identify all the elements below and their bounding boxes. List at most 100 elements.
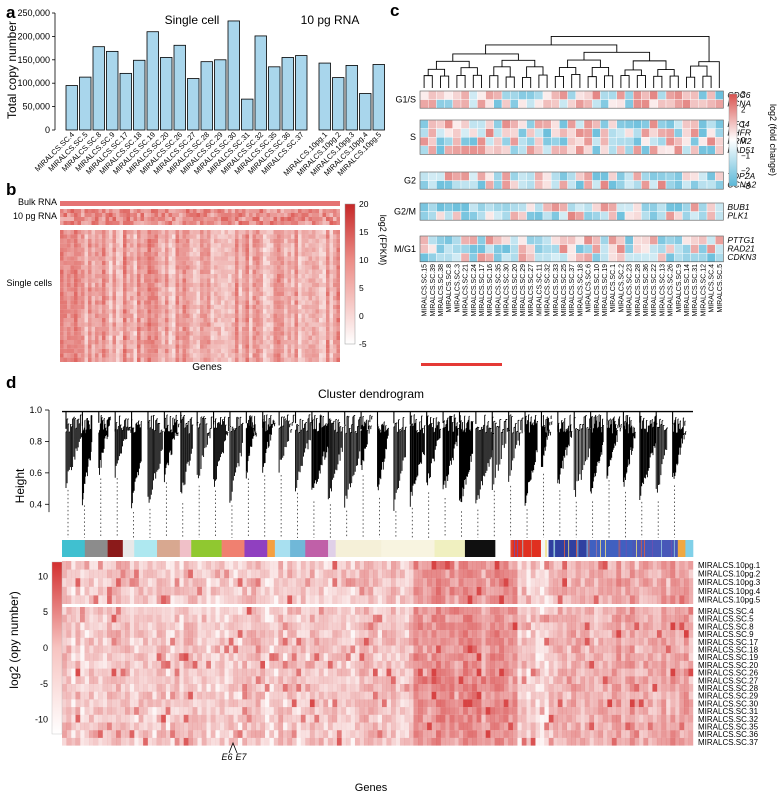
panel-d-dendro-branches xyxy=(557,414,573,484)
panel-b-cell xyxy=(336,252,340,257)
panel-b-cell xyxy=(161,230,165,235)
panel-b-cell xyxy=(231,282,235,288)
panel-b-cell xyxy=(119,353,123,358)
panel-d-heat-cell xyxy=(638,569,644,579)
panel-b-cell xyxy=(315,217,319,221)
panel-b-cell xyxy=(259,260,263,266)
panel-c-cell xyxy=(600,128,609,138)
panel-b-cell xyxy=(326,265,330,270)
panel-d-heat-cell xyxy=(436,595,441,604)
panel-b-cell xyxy=(305,252,309,257)
panel-c-cell xyxy=(551,211,560,221)
panel-b-cell xyxy=(60,309,64,314)
panel-d-heat-cell xyxy=(219,607,225,615)
panel-d-heat-cell xyxy=(661,586,667,596)
panel-b-cell xyxy=(172,217,176,221)
panel-c-cell xyxy=(665,136,675,146)
panel-b-cell xyxy=(315,331,319,336)
panel-label-b: b xyxy=(6,180,16,199)
panel-c-cell xyxy=(444,171,454,181)
panel-d-heat-cell xyxy=(228,586,234,596)
panel-c-cell xyxy=(559,171,568,181)
panel-d-heat-cell xyxy=(102,607,108,615)
panel-b-cell xyxy=(217,313,221,318)
panel-b-cell xyxy=(221,247,225,252)
panel-b-cell xyxy=(67,300,71,305)
panel-b-cell xyxy=(133,243,137,248)
panel-a-bar xyxy=(187,78,200,131)
panel-b-cell xyxy=(147,221,151,225)
panel-b-cell xyxy=(161,234,165,239)
panel-b-cell xyxy=(123,318,127,323)
panel-b-cell xyxy=(182,291,186,296)
panel-b-cell xyxy=(221,313,225,318)
panel-b-cell xyxy=(245,234,249,239)
panel-c-cell xyxy=(616,119,626,129)
panel-b-cell xyxy=(319,282,323,288)
panel-b-cell xyxy=(189,247,193,252)
panel-b-cell xyxy=(95,313,99,318)
panel-b-cell xyxy=(224,243,228,248)
panel-d-heat-cell xyxy=(323,637,329,646)
panel-d-heat-cell xyxy=(638,561,644,570)
panel-b-cell xyxy=(294,243,298,248)
panel-d-heat-cell xyxy=(300,637,306,646)
panel-b-cell xyxy=(74,287,78,292)
panel-b-cell xyxy=(308,291,312,296)
panel-b-cell xyxy=(266,357,270,362)
panel-b-cell xyxy=(130,278,134,283)
panel-c-cell xyxy=(477,211,486,221)
panel-d-heat-cell xyxy=(125,645,130,654)
panel-b-cell xyxy=(319,287,323,292)
panel-b-cell xyxy=(280,296,284,301)
panel-b-cell xyxy=(287,234,291,239)
panel-c-cell xyxy=(542,180,552,190)
panel-b-cell xyxy=(336,265,340,270)
panel-b-cell xyxy=(277,209,281,213)
panel-b-cell xyxy=(284,247,288,252)
panel-b-cell xyxy=(291,322,295,327)
panel-b-cell xyxy=(74,291,78,296)
panel-b-cell xyxy=(74,247,78,252)
panel-d-heat-cell xyxy=(323,607,329,615)
panel-d-heat-cell xyxy=(463,569,468,579)
panel-b-cell xyxy=(242,234,246,239)
panel-b-cell xyxy=(301,265,305,270)
panel-c-cell xyxy=(665,202,675,212)
panel-b-cell xyxy=(308,238,312,244)
panel-d-dendro-branches xyxy=(98,415,111,475)
panel-b-cell xyxy=(165,256,169,261)
panel-b-cell xyxy=(298,274,302,279)
panel-b-cell xyxy=(301,243,305,248)
panel-d-heat-cell xyxy=(219,637,225,646)
panel-b-cell xyxy=(273,335,277,340)
panel-c-cell xyxy=(715,119,724,129)
panel-b-cell xyxy=(312,309,316,314)
panel-b-cell xyxy=(161,217,165,221)
panel-b-cell xyxy=(70,269,74,274)
panel-c-cell xyxy=(477,235,486,245)
panel-b-cell xyxy=(95,256,99,261)
panel-b-cell xyxy=(235,353,239,358)
panel-b-cell xyxy=(242,326,246,332)
panel-b-cell xyxy=(168,282,172,288)
panel-d-module-stripe xyxy=(553,540,555,557)
panel-b-cell xyxy=(291,243,295,248)
panel-d-heat-cell xyxy=(490,578,495,587)
panel-b-cell xyxy=(133,247,137,252)
panel-d-heat-cell xyxy=(62,630,67,638)
panel-b-cell xyxy=(312,313,316,318)
panel-c-cell xyxy=(608,171,617,181)
panel-d-heat-cell xyxy=(75,595,81,604)
panel-b-cell xyxy=(221,322,225,327)
panel-d-heat-cell xyxy=(282,630,288,638)
panel-d-heat-cell xyxy=(629,561,635,570)
panel-b-cell xyxy=(217,326,221,332)
panel-b-cell xyxy=(242,322,246,327)
panel-d-heat-cell xyxy=(165,607,171,615)
panel-b-cell xyxy=(308,260,312,266)
panel-b-cell xyxy=(301,256,305,261)
panel-d-heat-cell xyxy=(170,630,175,638)
panel-b-cell xyxy=(77,313,81,318)
panel-d-heat-cell xyxy=(422,622,428,631)
